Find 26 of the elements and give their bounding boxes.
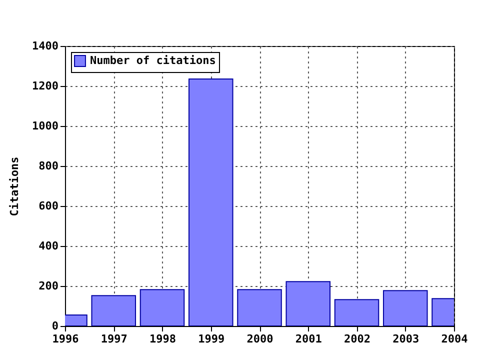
bar bbox=[188, 78, 234, 326]
bar bbox=[91, 295, 136, 326]
y-tick-label: 1400 bbox=[32, 40, 58, 52]
bar bbox=[382, 290, 428, 326]
y-tick-label: 800 bbox=[38, 160, 58, 172]
bar bbox=[140, 289, 185, 326]
y-tick-label: 0 bbox=[52, 320, 58, 332]
x-tick-label: 2002 bbox=[344, 332, 370, 346]
x-tick-label: 1997 bbox=[100, 332, 128, 346]
legend-label: Number of citations bbox=[90, 54, 216, 67]
x-tick-label: 1996 bbox=[52, 332, 80, 346]
y-tick-label: 600 bbox=[38, 200, 58, 212]
y-tick-label: 200 bbox=[38, 280, 58, 292]
y-tick-label: 400 bbox=[38, 240, 58, 252]
y-axis-title: Citations bbox=[8, 156, 22, 216]
x-tick-label: 2004 bbox=[441, 332, 468, 346]
x-tick-label: 2000 bbox=[246, 332, 274, 346]
x-tick-label: 1999 bbox=[198, 332, 225, 346]
y-tick-label: 1200 bbox=[32, 80, 58, 92]
y-tick-label: 1000 bbox=[32, 120, 58, 132]
x-tick-label: 2001 bbox=[295, 332, 322, 346]
x-tick-label: 2003 bbox=[392, 332, 420, 346]
x-tick-label: 1998 bbox=[150, 332, 176, 346]
bar bbox=[334, 299, 380, 326]
bar bbox=[237, 289, 282, 326]
bar bbox=[286, 281, 331, 326]
